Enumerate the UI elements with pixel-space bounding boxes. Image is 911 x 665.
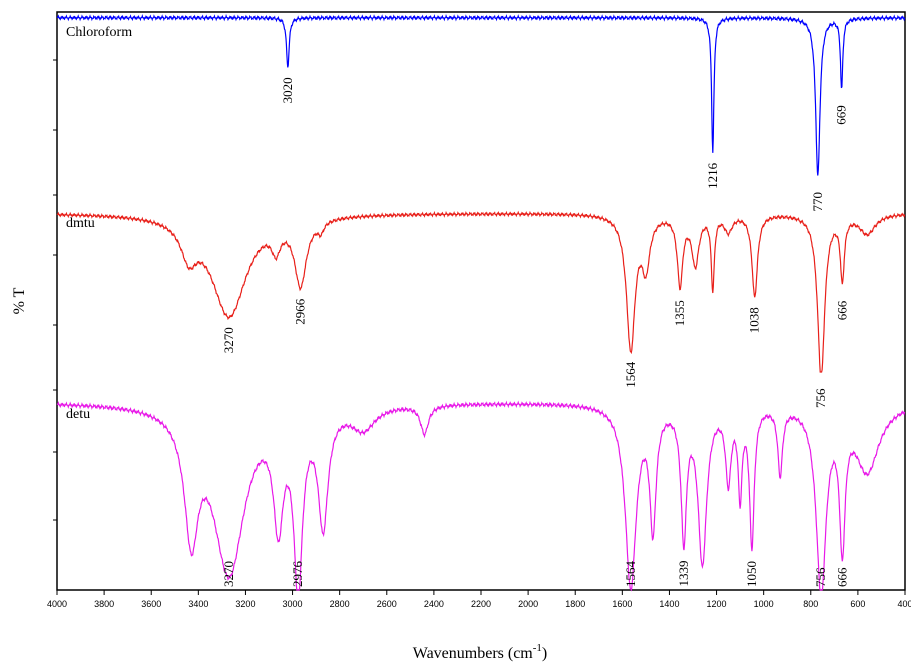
peak-label: 1216 — [705, 162, 720, 189]
x-axis-title-superscript: -1 — [533, 642, 542, 654]
x-tick-label: 800 — [803, 599, 818, 609]
peak-label: 3270 — [221, 327, 236, 353]
peak-label: 1038 — [747, 307, 762, 333]
x-tick-label: 3400 — [188, 599, 208, 609]
x-tick-label: 1200 — [707, 599, 727, 609]
plot-frame — [56, 11, 906, 591]
series-lines — [56, 13, 906, 592]
peak-label: 1355 — [672, 300, 687, 326]
x-axis-title-text: Wavenumbers (cm — [413, 645, 534, 662]
series-label-dmtu: dmtu — [66, 216, 95, 231]
x-tick-label: 2000 — [518, 599, 538, 609]
series-label-Chloroform: Chloroform — [66, 25, 132, 40]
x-tick-label: 3000 — [283, 599, 303, 609]
x-tick-label: 400 — [897, 599, 911, 609]
peak-label: 1339 — [676, 561, 691, 587]
peak-label: 3270 — [221, 561, 236, 587]
peak-label: 2976 — [290, 561, 305, 588]
peak-label: 666 — [834, 300, 849, 320]
x-tick-label: 1800 — [565, 599, 585, 609]
series-line-detu — [56, 400, 906, 592]
x-tick-label: 4000 — [47, 599, 67, 609]
y-axis-title: % T — [11, 287, 28, 314]
peak-label: 756 — [813, 567, 828, 587]
x-tick-label: 1000 — [754, 599, 774, 609]
peak-label: 3020 — [280, 77, 295, 103]
series-labels: Chloroform dmtu detu — [66, 25, 132, 422]
x-tick-label: 3200 — [235, 599, 255, 609]
x-axis-title: Wavenumbers (cm-1) — [413, 642, 548, 662]
x-tick-label: 3600 — [141, 599, 161, 609]
x-axis-ticks: 4000 3800 3600 3400 3200 3000 2800 2600 2400 2200… — [47, 590, 911, 609]
peak-label: 1050 — [744, 561, 759, 587]
y-axis-ticks — [53, 59, 57, 521]
series-label-detu: detu — [66, 407, 90, 422]
peak-label: 2966 — [293, 298, 308, 325]
series-line-Chloroform — [56, 13, 906, 176]
peak-label: 770 — [810, 192, 825, 212]
peak-label: 1564 — [623, 561, 638, 588]
x-tick-label: 2600 — [377, 599, 397, 609]
peak-label: 666 — [834, 567, 849, 587]
x-tick-label: 2200 — [471, 599, 491, 609]
series-line-dmtu — [56, 210, 906, 373]
x-tick-label: 1600 — [612, 599, 632, 609]
peak-labels: 3020 1216 770 669 3270 2966 1564 1355 1038 756 666… — [221, 77, 849, 587]
x-tick-label: 600 — [850, 599, 865, 609]
x-tick-label: 3800 — [94, 599, 114, 609]
peak-label: 669 — [834, 105, 849, 125]
x-tick-label: 2400 — [424, 599, 444, 609]
peak-label: 1564 — [623, 361, 638, 388]
x-tick-label: 1400 — [659, 599, 679, 609]
x-tick-label: 2800 — [330, 599, 350, 609]
peak-label: 756 — [813, 388, 828, 408]
